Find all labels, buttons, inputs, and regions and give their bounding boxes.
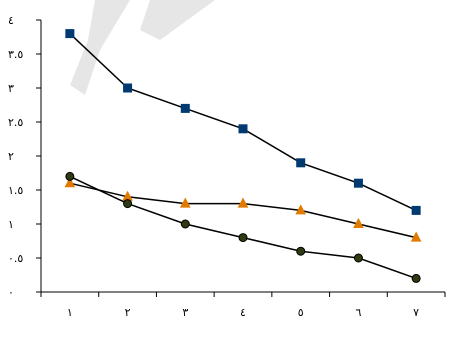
data-point-triangle bbox=[179, 197, 191, 208]
data-point-triangle bbox=[237, 197, 249, 208]
series-triangle bbox=[64, 177, 422, 242]
x-tick-label: ٧ bbox=[413, 306, 419, 319]
data-point-triangle bbox=[295, 204, 307, 215]
data-point-circle bbox=[123, 199, 133, 209]
y-tick-label: ٣ bbox=[8, 82, 14, 95]
series-line bbox=[69, 175, 417, 280]
data-point-square bbox=[238, 124, 248, 134]
data-point-triangle bbox=[353, 217, 364, 228]
series-line bbox=[69, 182, 417, 239]
data-point-circle bbox=[296, 246, 306, 256]
x-tick-label: ٤ bbox=[240, 306, 246, 319]
y-tick-label: ١ bbox=[8, 218, 14, 231]
data-point-square bbox=[296, 158, 306, 168]
x-tick-label: ٢ bbox=[125, 306, 131, 319]
y-tick-label: ٤ bbox=[8, 14, 14, 27]
data-point-triangle bbox=[64, 177, 76, 188]
x-tick-label: ٦ bbox=[355, 306, 361, 319]
data-point-square bbox=[353, 178, 363, 188]
y-tick-label: ١.٥ bbox=[8, 184, 23, 197]
y-axis-ticks: ٠ ٠.٥ ١ ١.٥ ٢ ٢.٥ ٣ ٣.٥ ٤ bbox=[8, 14, 41, 299]
data-point-circle bbox=[180, 219, 190, 229]
x-axis-ticks: ١ ٢ ٣ ٤ ٥ ٦ ٧ bbox=[40, 292, 446, 319]
data-point-square bbox=[123, 83, 133, 93]
data-point-circle bbox=[65, 171, 75, 181]
data-point-triangle bbox=[410, 231, 422, 242]
y-tick-label: ٠ bbox=[8, 286, 14, 299]
x-tick-label: ١ bbox=[67, 306, 73, 319]
data-point-circle bbox=[353, 253, 363, 263]
data-point-circle bbox=[411, 273, 421, 283]
data-point-square bbox=[65, 29, 75, 39]
data-point-square bbox=[180, 103, 190, 113]
series-square bbox=[65, 29, 421, 215]
series-circle bbox=[65, 171, 421, 283]
y-tick-label: ٠.٥ bbox=[8, 252, 23, 265]
y-tick-label: ٢ bbox=[8, 150, 14, 163]
data-point-circle bbox=[238, 233, 248, 243]
series-line bbox=[69, 33, 417, 212]
chart-axes bbox=[40, 20, 445, 293]
y-tick-label: ٢.٥ bbox=[8, 116, 23, 129]
data-point-square bbox=[411, 205, 421, 215]
series-layer bbox=[64, 29, 422, 283]
y-tick-label: ٣.٥ bbox=[8, 48, 23, 61]
x-tick-label: ٥ bbox=[298, 306, 304, 319]
x-tick-label: ٣ bbox=[182, 306, 188, 319]
